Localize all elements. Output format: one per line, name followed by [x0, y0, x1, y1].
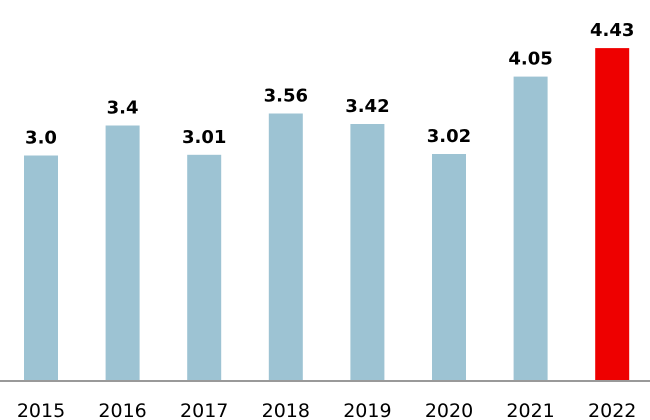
- bar-2019: [350, 124, 385, 381]
- value-label-2018: 3.56: [264, 86, 308, 107]
- x-tick-label-2022: 2022: [588, 400, 636, 420]
- x-tick-labels-group: 2015 2016 2017 2018 2019 2020 2021 2022: [17, 400, 637, 420]
- x-tick-label-2020: 2020: [425, 400, 473, 420]
- x-tick-label-2017: 2017: [180, 400, 228, 420]
- x-tick-label-2019: 2019: [343, 400, 391, 420]
- x-tick-label-2016: 2016: [98, 400, 146, 420]
- bar-2021: [513, 76, 548, 381]
- bar-2018: [268, 113, 303, 381]
- bars-group: [24, 48, 630, 381]
- value-label-2015: 3.0: [25, 128, 57, 149]
- value-label-2021: 4.05: [508, 49, 552, 70]
- x-tick-label-2018: 2018: [262, 400, 310, 420]
- value-label-2017: 3.01: [182, 127, 226, 148]
- value-label-2022: 4.43: [590, 20, 634, 41]
- bar-2015: [24, 155, 58, 381]
- x-tick-label-2015: 2015: [17, 400, 65, 420]
- bar-2020: [432, 154, 466, 381]
- x-tick-label-2021: 2021: [506, 400, 554, 420]
- value-label-2016: 3.4: [107, 98, 139, 119]
- value-labels-group: 3.0 3.4 3.01 3.56 3.42 3.02 4.05 4.43: [25, 20, 634, 148]
- value-label-2020: 3.02: [427, 126, 471, 147]
- value-label-2019: 3.42: [345, 96, 389, 117]
- bar-2016: [105, 125, 140, 381]
- bar-2017: [187, 154, 222, 381]
- bar-2022: [595, 48, 630, 381]
